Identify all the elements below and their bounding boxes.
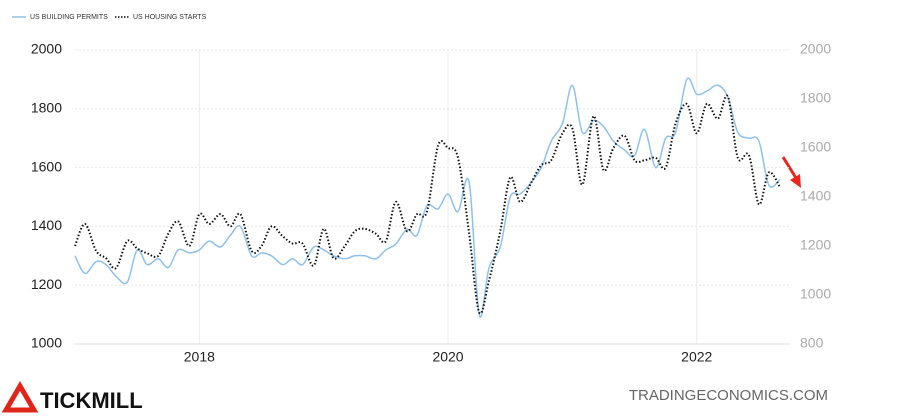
y-tick-label: 1400 [31, 217, 62, 233]
series-line [74, 94, 781, 315]
y-tick-label: 1000 [31, 335, 62, 351]
x-tick-label: 2022 [681, 349, 712, 365]
y2-tick-label: 1600 [800, 139, 831, 155]
source-text: TRADINGECONOMICS.COM [629, 387, 828, 404]
y-tick-label: 2000 [31, 41, 62, 57]
legend-label: US HOUSING STARTS [133, 14, 207, 21]
logo-text: TICKMILL [40, 388, 143, 413]
y-tick-label: 1800 [31, 100, 62, 116]
y2-tick-label: 1400 [800, 188, 831, 204]
y-tick-label: 1200 [31, 276, 62, 292]
series-line [74, 77, 781, 318]
y-tick-label: 1600 [31, 158, 62, 174]
legend-label: US BUILDING PERMITS [30, 14, 108, 21]
x-tick-label: 2020 [432, 349, 463, 365]
y2-tick-label: 1800 [800, 90, 831, 106]
logo-icon [1, 381, 39, 413]
logo-mark [1, 381, 39, 413]
y2-tick-label: 2000 [800, 41, 831, 57]
arrow-head [790, 174, 801, 188]
y2-tick-label: 800 [800, 335, 824, 351]
arrow [781, 156, 798, 179]
x-tick-label: 2018 [184, 349, 215, 365]
y2-tick-label: 1200 [800, 237, 831, 253]
y2-tick-label: 1000 [800, 286, 831, 302]
